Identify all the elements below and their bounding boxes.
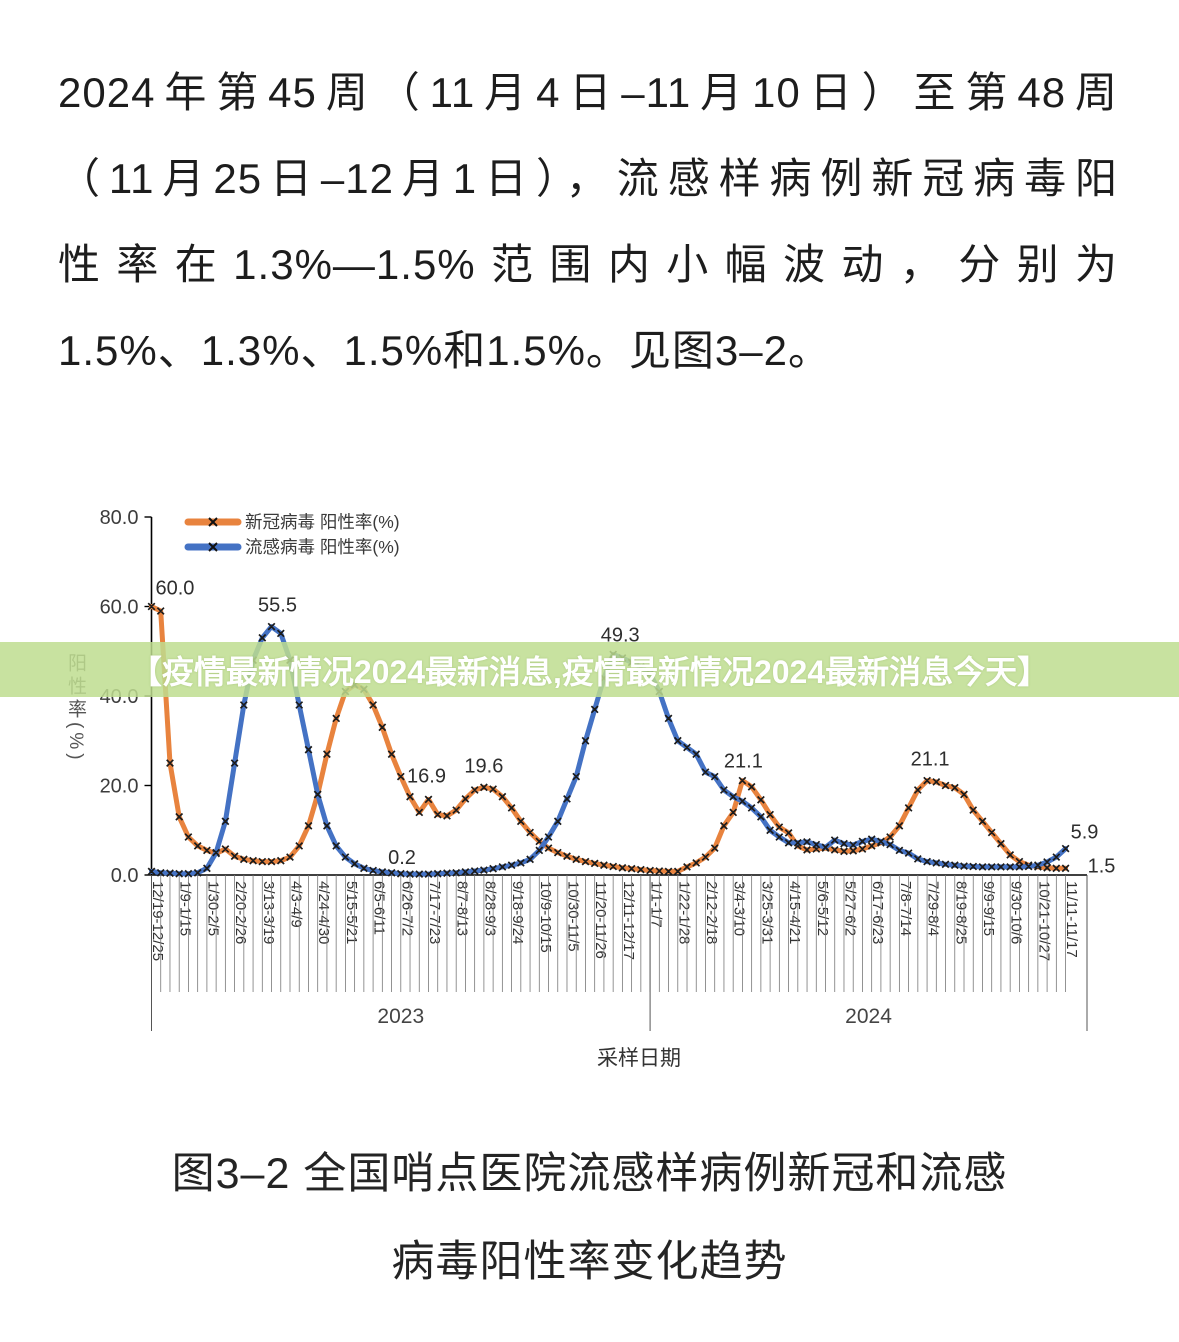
- figure-caption-line2: 病毒阳性率变化趋势: [391, 1238, 788, 1286]
- trend-chart-svg: 0.020.040.060.080.012/19-12/25 1/9-1/15 1/…: [100, 507, 1116, 1070]
- x-tick-label: 5/27-6/2: [842, 881, 859, 936]
- legend-label: 新冠病毒 阳性率(%): [245, 512, 400, 532]
- data-label: 0.2: [388, 847, 416, 869]
- x-tick-label: 10/30-11/5: [565, 881, 582, 952]
- x-tick-label: 9/18-9/24: [509, 881, 526, 944]
- data-label: 55.5: [258, 595, 297, 617]
- x-tick-label: 4/24-4/30: [315, 881, 332, 944]
- x-tick-label: 11/20-11/26: [592, 881, 609, 959]
- x-tick-label: 9/9-9/15: [980, 881, 997, 936]
- legend-x-marker-icon: [208, 542, 218, 552]
- x-tick-label: 2/20-2/26: [232, 881, 249, 944]
- x-tick-label: 9/30-10/6: [1008, 881, 1025, 944]
- x-tick-label: 12/19-12/25: [149, 881, 166, 961]
- x-tick-label: 4/3-4/9: [288, 881, 305, 928]
- x-tick-label: 4/15-4/21: [786, 881, 803, 944]
- x-tick-label: 1/22-1/28: [675, 881, 692, 944]
- x-tick-label: 12/11-12/17: [620, 881, 637, 960]
- x-tick-label: 7/8-7/14: [897, 881, 914, 936]
- x-tick-label: 5/15-5/21: [343, 881, 360, 944]
- data-label: 60.0: [156, 578, 195, 600]
- x-tick-label: 1/1-1/7: [648, 881, 665, 928]
- legend-x-marker-icon: [208, 517, 218, 527]
- paragraph-line: 1.5%、1.3%、1.5%和1.5%。见图3–2。: [58, 327, 831, 374]
- x-tick-label: 7/29-8/4: [925, 881, 942, 936]
- figure-caption: 图3–2 全国哨点医院流感样病例新冠和流感 病毒阳性率变化趋势: [0, 1130, 1179, 1306]
- x-tick-label: 11/11-11/17: [1063, 881, 1080, 958]
- watermark-banner: 【疫情最新情况2024最新消息,疫情最新情况2024最新消息今天】: [0, 642, 1179, 697]
- x-tick-label: 6/17-6/23: [869, 881, 886, 944]
- x-tick-label: 7/17-7/23: [426, 881, 443, 944]
- x-tick-label: 3/4-3/10: [731, 881, 748, 936]
- x-tick-label: 10/21-10/27: [1035, 881, 1052, 961]
- x-tick-label: 8/28-9/3: [481, 881, 498, 936]
- x-tick-label: 6/5-6/11: [371, 881, 388, 935]
- paragraph-line: （11月25日–12月1日），流感样病例新冠病毒阳: [58, 155, 1118, 202]
- legend-label: 流感病毒 阳性率(%): [245, 537, 400, 557]
- x-axis-title: 采样日期: [597, 1047, 681, 1070]
- data-label: 1.5: [1088, 855, 1116, 877]
- y-tick-label: 60.0: [100, 597, 139, 619]
- x-tick-label: 6/26-7/2: [398, 881, 415, 936]
- x-tick-label: 3/13-3/19: [260, 881, 277, 944]
- data-label: 21.1: [911, 749, 950, 771]
- y-tick-label: 20.0: [100, 776, 139, 798]
- year-label: 2024: [845, 1005, 892, 1028]
- x-tick-label: 1/30-2/5: [204, 881, 221, 936]
- year-label: 2023: [377, 1005, 424, 1028]
- x-tick-label: 2/12-2/18: [703, 881, 720, 944]
- data-label: 19.6: [464, 755, 503, 777]
- paragraph-line: 性率在1.3%—1.5%范围内小幅波动，分别为: [58, 241, 1118, 288]
- x-tick-label: 3/25-3/31: [758, 881, 775, 944]
- x-tick-label: 1/9-1/15: [177, 881, 194, 936]
- y-tick-label: 80.0: [100, 507, 139, 529]
- body-paragraph: 2024年第45周（11月4日–11月10日）至第48周 （11月25日–12月…: [58, 50, 1118, 394]
- figure-3-2-chart: 0.0 20.0 40.0 60.0 80.0 12/19-12/25 1/9-1/15 1/…: [60, 495, 1179, 1080]
- paragraph-line: 2024年第45周（11月4日–11月10日）至第48周: [58, 69, 1118, 116]
- data-label: 21.1: [724, 751, 763, 773]
- x-tick-label: 10/9-10/15: [537, 881, 554, 953]
- y-tick-label: 0.0: [111, 865, 139, 887]
- data-label: 5.9: [1071, 822, 1099, 844]
- watermark-banner-text: 【疫情最新情况2024最新消息,疫情最新情况2024最新消息今天】: [129, 653, 1050, 690]
- x-tick-label: 8/7-8/13: [454, 881, 471, 936]
- figure-caption-line1: 图3–2 全国哨点医院流感样病例新冠和流感: [171, 1150, 1008, 1198]
- data-label: 16.9: [407, 765, 446, 787]
- covid-series-line: [149, 604, 1069, 874]
- x-tick-label: 8/19-8/25: [952, 881, 969, 944]
- x-tick-label: 5/6-5/12: [814, 881, 831, 936]
- data-label: 49.3: [601, 624, 640, 646]
